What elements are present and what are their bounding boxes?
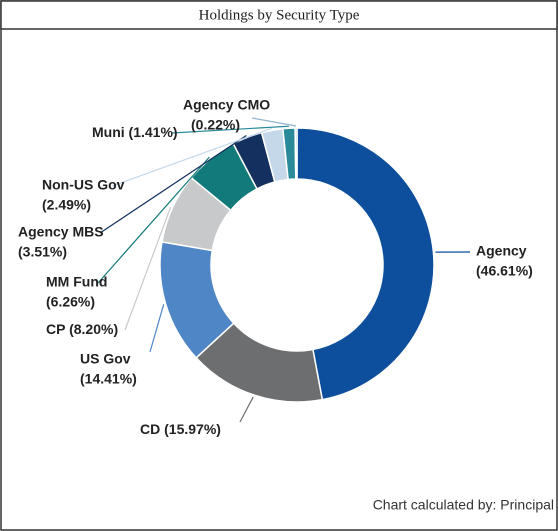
label-value: (2.49%) [42,197,91,213]
leader-line [97,156,210,284]
label-name: Agency [476,243,527,259]
leader-line [149,304,165,353]
chart-title: Holdings by Security Type [199,7,360,23]
label-name: US Gov [80,351,131,367]
label-name: Non-US Gov [42,177,125,193]
label-value: (14.41%) [80,371,137,387]
data-label: CD (15.97%) [140,421,221,437]
label-value: (46.61%) [476,263,533,279]
donut-slice [296,127,435,401]
donut-slice [294,127,298,180]
label-name: Muni [92,124,125,140]
leader-line [124,206,172,331]
label-name: MM Fund [46,274,107,290]
data-label: Muni (1.41%) [92,124,178,140]
label-value: (1.41%) [129,124,178,140]
label-value: (3.51%) [18,244,67,260]
leader-line [99,135,247,234]
label-name: CP [46,321,65,337]
label-value: (6.26%) [46,294,95,310]
footer: Chart calculated by: Principal [373,497,554,513]
label-name: CD [140,421,160,437]
title-bar [0,0,558,30]
leader-line [111,127,273,187]
label-value: (15.97%) [164,421,221,437]
label-value: (0.22%) [191,117,240,133]
leader-line [171,125,289,134]
label-value: (8.20%) [69,321,118,337]
label-name: Agency MBS [18,224,104,240]
data-label: CP (8.20%) [46,321,118,337]
leader-line [239,396,254,423]
label-name: Agency CMO [183,97,270,113]
leader-line [251,117,297,127]
